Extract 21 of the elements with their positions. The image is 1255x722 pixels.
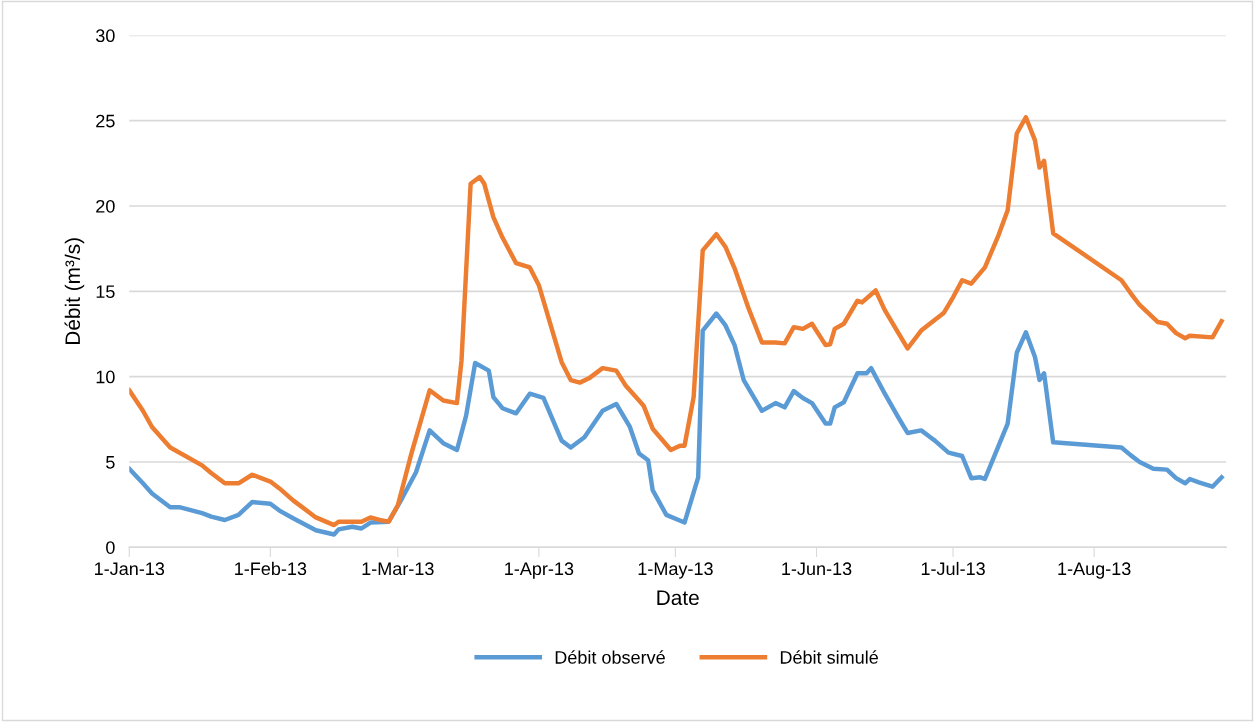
legend-label: Débit simulé xyxy=(780,650,878,664)
x-tick-label: 1-Mar-13 xyxy=(362,562,434,576)
legend-label: Débit observé xyxy=(555,650,665,664)
x-axis-title: Date xyxy=(657,590,699,606)
x-tick-label: 1-Aug-13 xyxy=(1058,562,1131,579)
x-tick-label: 1-Jan-13 xyxy=(95,562,165,576)
x-tick-label: 1-Apr-13 xyxy=(505,562,574,579)
x-tick-label: 1-Jul-13 xyxy=(921,561,985,576)
x-tick-label: 1-May-13 xyxy=(638,562,713,579)
y-tick-label: 0 xyxy=(106,541,115,554)
y-tick-label: 10 xyxy=(96,370,115,384)
x-tick-label: 1-Feb-13 xyxy=(235,561,307,576)
y-tick-label: 30 xyxy=(95,29,115,43)
y-tick-label: 25 xyxy=(96,114,115,128)
y-tick-label: 5 xyxy=(106,456,115,469)
y-tick-label: 15 xyxy=(96,285,115,299)
line-series xyxy=(129,311,1224,537)
x-tick-label: 1-Jun-13 xyxy=(782,562,852,576)
line-series xyxy=(129,115,1224,528)
y-tick-label: 20 xyxy=(96,199,115,213)
y-axis-title: Débit (m³/s) xyxy=(64,238,85,345)
